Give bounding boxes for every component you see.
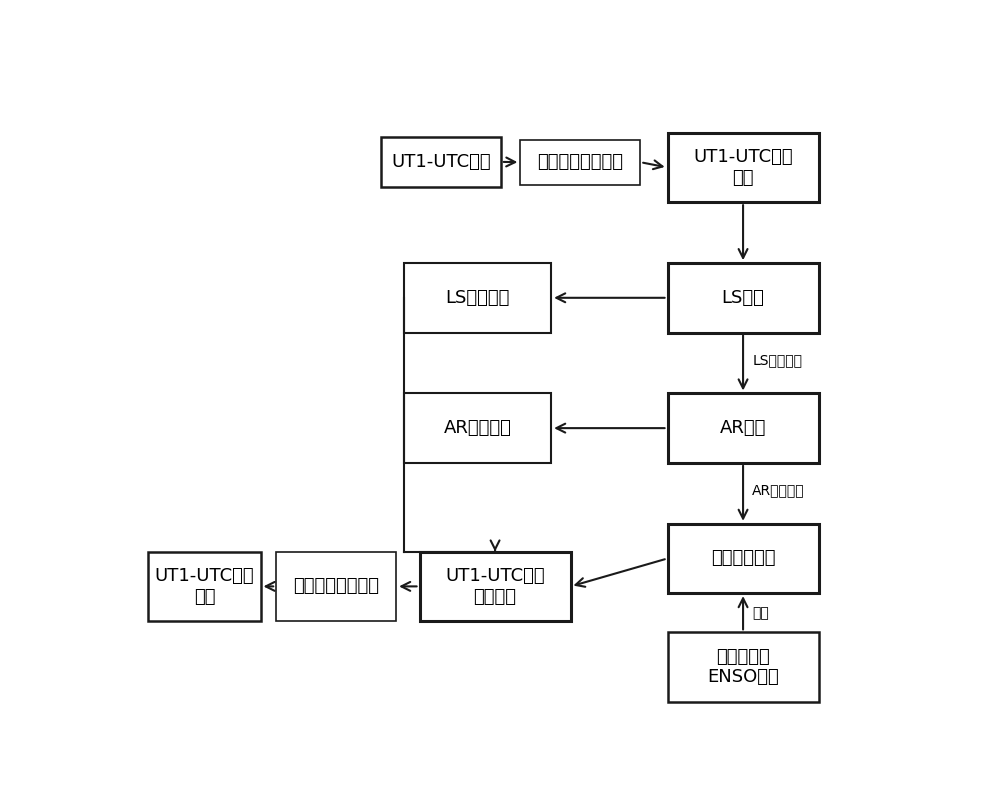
FancyBboxPatch shape (404, 263, 551, 333)
Text: UT1-UTC序列: UT1-UTC序列 (391, 153, 491, 171)
FancyBboxPatch shape (404, 393, 551, 463)
FancyBboxPatch shape (148, 551, 261, 621)
FancyBboxPatch shape (668, 524, 819, 593)
Text: AR预报模型: AR预报模型 (444, 419, 512, 437)
Text: 激发: 激发 (752, 606, 769, 620)
FancyBboxPatch shape (668, 633, 819, 702)
FancyBboxPatch shape (520, 139, 640, 185)
Text: AR拟合残差: AR拟合残差 (752, 483, 805, 497)
Text: 干预事件如
ENSO事件: 干预事件如 ENSO事件 (707, 648, 779, 687)
FancyBboxPatch shape (420, 551, 571, 621)
Text: AR拟合: AR拟合 (720, 419, 766, 437)
Text: UT1-UTC预报
序列: UT1-UTC预报 序列 (155, 567, 254, 606)
FancyBboxPatch shape (381, 137, 501, 187)
Text: 去除跳秒和潮汐项: 去除跳秒和潮汐项 (537, 153, 623, 171)
Text: UT1-UTC预报
平稳序列: UT1-UTC预报 平稳序列 (445, 567, 545, 606)
Text: LS拟合: LS拟合 (722, 289, 765, 307)
Text: LS拟合残差: LS拟合残差 (752, 353, 802, 367)
Text: 加上跳秒和潮汐项: 加上跳秒和潮汐项 (293, 577, 379, 596)
FancyBboxPatch shape (668, 133, 819, 202)
Text: LS预报模型: LS预报模型 (445, 289, 510, 307)
FancyBboxPatch shape (668, 263, 819, 333)
FancyBboxPatch shape (276, 551, 396, 621)
Text: 构建干预模型: 构建干预模型 (711, 550, 775, 567)
FancyBboxPatch shape (668, 393, 819, 463)
Text: UT1-UTC平稳
序列: UT1-UTC平稳 序列 (693, 148, 793, 187)
